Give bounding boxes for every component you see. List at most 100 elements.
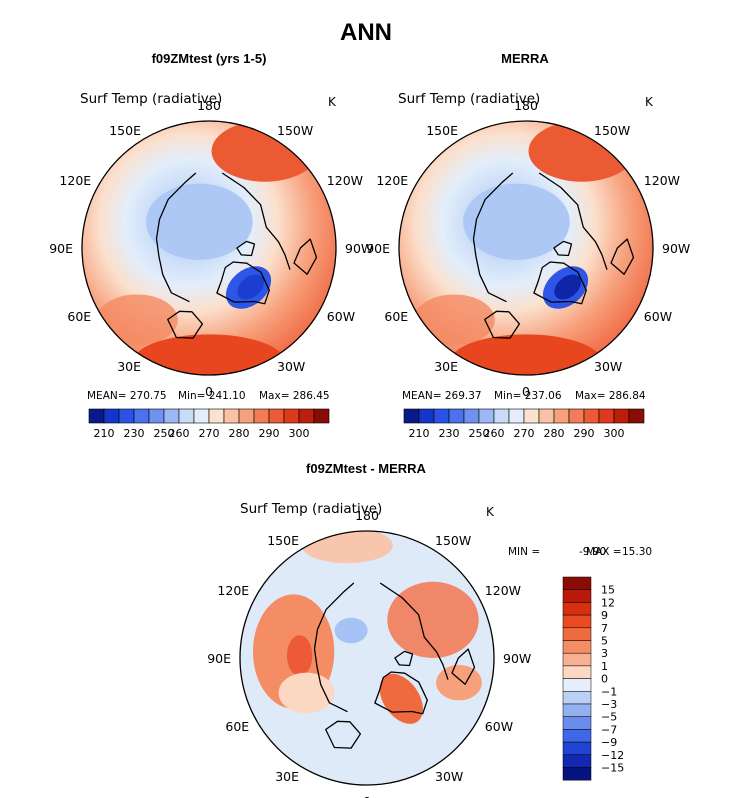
colorbar-swatch <box>553 408 570 424</box>
colorbar-tick-label: 270 <box>199 427 220 440</box>
colorbar-swatch <box>562 614 592 629</box>
colorbar-swatch <box>88 408 105 424</box>
lon-label: 150W <box>594 123 630 138</box>
lon-labels: 180 150E 120E 90E 60E 30E 0 30W 60W 90W 120W 150W <box>366 98 690 399</box>
lon-label: 90E <box>49 241 73 256</box>
hudson-bay-coastline <box>451 648 476 685</box>
mean-stat: MEAN= 269.37 <box>402 390 482 402</box>
colorbar-swatch <box>538 408 555 424</box>
colorbar-swatch <box>562 627 592 641</box>
colorbar-tick-label: 280 <box>544 427 565 440</box>
min-stat: Min= 237.06 <box>494 390 562 402</box>
lon-label: 120E <box>59 173 91 188</box>
lon-label: 90W <box>345 241 373 256</box>
colorbar-tick-label: 9 <box>601 609 608 622</box>
variable-label: Surf Temp (radiative) <box>398 91 540 107</box>
colorbar-swatch <box>562 703 592 717</box>
lon-label: 150E <box>109 123 141 138</box>
lon-label: 180 <box>514 98 538 113</box>
lon-label: 150E <box>267 533 299 548</box>
colorbar-swatch <box>478 408 495 424</box>
map-field <box>399 121 653 375</box>
greenland-coastline <box>374 671 428 715</box>
lon-label: 150W <box>277 123 313 138</box>
lon-label: 180 <box>197 98 221 113</box>
north-america-coastline <box>538 172 608 270</box>
colorbar-swatch <box>562 652 592 667</box>
colorbar-swatch <box>163 408 180 424</box>
colorbar-swatch <box>562 716 592 730</box>
colorbar-swatch <box>298 408 315 424</box>
colorbar-swatch <box>448 408 465 424</box>
colorbar-swatch <box>562 589 592 603</box>
colorbar-swatch <box>103 408 120 424</box>
colorbar-tick-label: 280 <box>229 427 250 440</box>
colorbar-swatch <box>208 408 225 424</box>
lon-label: 90W <box>662 241 690 256</box>
colorbar-swatch <box>253 408 270 424</box>
arctic-archipelago-coastline <box>394 650 414 667</box>
lon-label: 60E <box>67 309 91 324</box>
lon-label: 30W <box>594 359 622 374</box>
arctic-archipelago-coastline <box>236 240 256 257</box>
colorbar-swatch <box>403 408 420 424</box>
max-value: 15.30 <box>622 546 652 558</box>
scandinavia-coastline <box>484 310 521 339</box>
warm-europe-region <box>96 294 178 346</box>
lon-label: 30W <box>435 769 463 784</box>
colorbar-swatch <box>562 691 592 705</box>
colorbar-swatch <box>223 408 240 424</box>
coldest-greenland-core <box>237 274 265 300</box>
units-label: K <box>486 505 495 519</box>
colorbar-swatch <box>562 576 592 590</box>
lon-label: 30W <box>277 359 305 374</box>
colorbar-swatch <box>493 408 510 424</box>
colorbar-swatch <box>562 754 592 768</box>
colorbar-swatch <box>418 408 435 424</box>
panel-diff: f09ZMtest - MERRA Surf Temp (radiative) … <box>207 461 652 798</box>
hudson-bay-coastline <box>610 238 635 275</box>
eurasia-coastline <box>313 582 355 713</box>
panel-obs: MERRA Surf Temp (radiative) K 180 150E 120… <box>366 51 690 440</box>
colorbar-swatch <box>562 729 592 743</box>
colorbar-tick-label: 250 <box>154 427 175 440</box>
units-label: K <box>645 95 654 109</box>
colorbar-tick-label: 1 <box>601 660 608 673</box>
colorbar-swatch <box>628 408 645 424</box>
colorbar-swatch <box>133 408 150 424</box>
colorbar-tick-label: 230 <box>439 427 460 440</box>
colorbar-tick-label: −5 <box>601 711 617 724</box>
colorbar-tick-label: 250 <box>469 427 490 440</box>
colorbar-tick-label: 260 <box>169 427 190 440</box>
lon-label: 120W <box>644 173 680 188</box>
hudson-bay-coastline <box>293 238 318 275</box>
colorbar-tick-label: 260 <box>484 427 505 440</box>
scandinavia-coastline <box>167 310 204 339</box>
lon-label: 90E <box>366 241 390 256</box>
colorbar-tick-label: −12 <box>601 749 624 762</box>
colorbar-tick-label: 210 <box>94 427 115 440</box>
lon-labels: 180 150E 120E 90E 60E 30E 0 30W 60W 90W 120W 150W <box>207 508 531 798</box>
warm-europe-region <box>413 294 495 346</box>
variable-label: Surf Temp (radiative) <box>240 501 382 517</box>
cold-arctic-region <box>463 183 570 260</box>
colorbar-tick-label: 210 <box>409 427 430 440</box>
polar-map <box>81 120 337 376</box>
colorbar-tick-label: 5 <box>601 635 608 648</box>
colorbar-swatch <box>268 408 285 424</box>
colorbar-swatch <box>562 678 592 692</box>
warm-anomaly-canada <box>436 664 482 701</box>
colorbar-tick-label: 7 <box>601 622 608 635</box>
colorbar-swatch <box>562 665 592 679</box>
colorbar-swatch <box>283 408 300 424</box>
eurasia-coastline <box>472 172 514 303</box>
colorbar-tick-label: 290 <box>259 427 280 440</box>
colorbar-swatch <box>562 741 592 756</box>
min-label: MIN = <box>508 546 540 558</box>
panel-title: MERRA <box>501 51 549 66</box>
colorbar-tick-label: 230 <box>124 427 145 440</box>
arctic-archipelago-coastline <box>553 240 573 257</box>
